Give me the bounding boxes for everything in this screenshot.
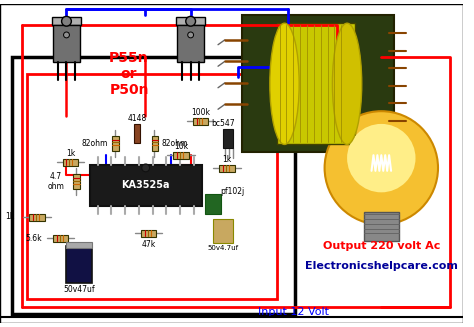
Ellipse shape: [270, 23, 299, 145]
Text: 50v47uf: 50v47uf: [64, 284, 95, 294]
Text: Output 220 volt Ac: Output 220 volt Ac: [323, 241, 440, 251]
Text: 47k: 47k: [141, 240, 156, 249]
Bar: [277, 23, 355, 145]
Bar: [66, 246, 92, 283]
Text: Input 12 Volt: Input 12 Volt: [258, 307, 329, 317]
Circle shape: [347, 124, 416, 192]
Text: 100k: 100k: [191, 108, 210, 117]
Bar: [177, 25, 204, 62]
Text: KA3525a: KA3525a: [121, 181, 170, 191]
Bar: [243, 15, 394, 152]
Bar: [134, 124, 140, 144]
Bar: [364, 212, 399, 241]
Text: 82ohm: 82ohm: [82, 139, 108, 148]
Circle shape: [64, 32, 69, 38]
Circle shape: [142, 164, 150, 172]
Text: Electronicshelpcare.com: Electronicshelpcare.com: [305, 261, 458, 271]
Text: 10k: 10k: [174, 142, 188, 151]
Bar: [152, 136, 158, 151]
Bar: [63, 159, 78, 166]
Bar: [73, 174, 80, 189]
Text: 4148: 4148: [127, 113, 146, 123]
Bar: [192, 118, 208, 125]
Text: 82ohm: 82ohm: [162, 139, 188, 148]
Bar: [176, 17, 205, 25]
Bar: [205, 194, 221, 214]
Bar: [223, 129, 233, 148]
Bar: [90, 165, 202, 206]
Bar: [213, 219, 233, 243]
Text: pf102j: pf102j: [220, 187, 244, 196]
Bar: [29, 214, 45, 221]
Bar: [219, 165, 235, 172]
Circle shape: [186, 16, 196, 26]
Ellipse shape: [332, 23, 362, 145]
Bar: [112, 136, 119, 151]
Circle shape: [62, 16, 72, 26]
Circle shape: [325, 111, 438, 225]
Circle shape: [188, 32, 193, 38]
Bar: [12, 58, 295, 314]
Text: P55n
or
P50n: P55n or P50n: [109, 51, 149, 97]
Bar: [173, 152, 189, 159]
Bar: [53, 25, 80, 62]
Text: 1k: 1k: [222, 155, 231, 164]
Bar: [66, 242, 92, 248]
Bar: [141, 231, 156, 237]
Bar: [27, 74, 277, 299]
Bar: [52, 17, 81, 25]
Text: 1k: 1k: [66, 149, 75, 158]
Text: 4.7
ohm: 4.7 ohm: [47, 172, 64, 191]
Text: 1k: 1k: [5, 212, 14, 221]
Text: bc547: bc547: [211, 119, 235, 129]
Bar: [53, 235, 68, 242]
Text: 50v4.7uf: 50v4.7uf: [207, 245, 238, 251]
Text: 5.6k: 5.6k: [25, 234, 42, 243]
